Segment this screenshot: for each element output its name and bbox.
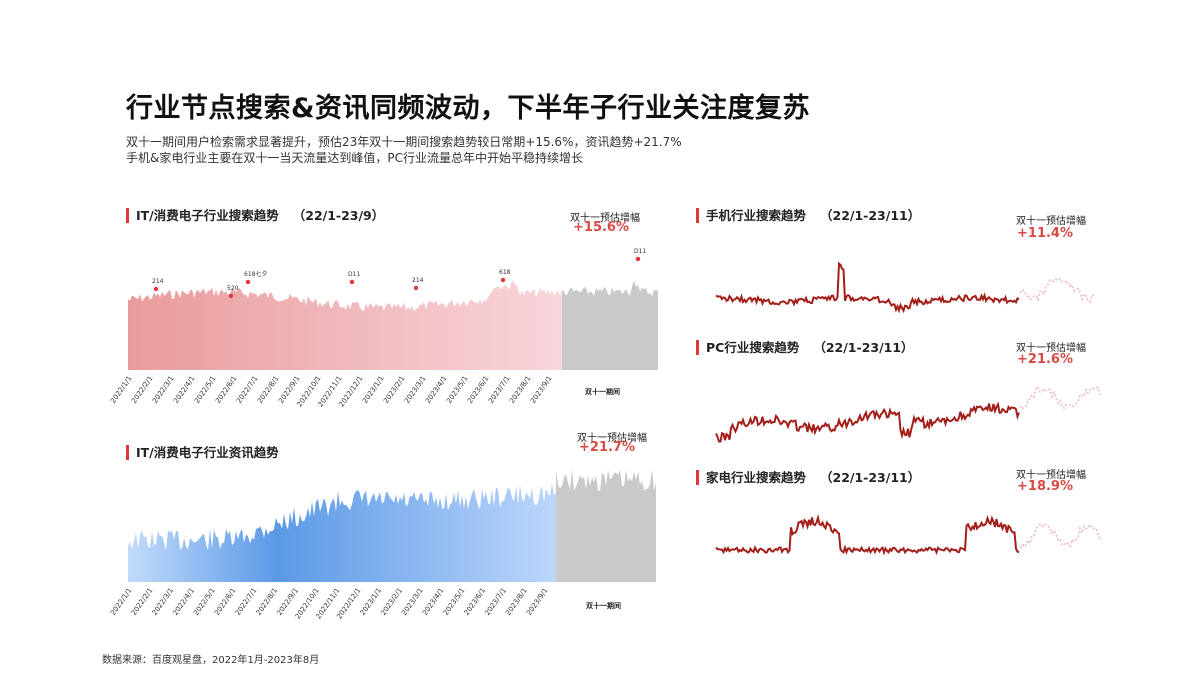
pc-growth-label: 双十一预估增幅 (1016, 343, 1086, 354)
it-search-date-range: （22/1-23/9） (292, 208, 385, 223)
it-news-growth-label: 双十一预估增幅 (577, 433, 647, 444)
it-search-forecast-area (562, 280, 658, 370)
annotation-marker (413, 285, 419, 291)
it-news-title-text: IT/消费电子行业资讯趋势 (136, 445, 279, 460)
page-title: 行业节点搜索&资讯同频波动，下半年子行业关注度复苏 (126, 93, 811, 124)
it-search-annotations: 214 520 618七夕 D11 214 618 D11 (152, 248, 646, 299)
phone-growth-label: 双十一预估增幅 (1016, 216, 1086, 227)
phone-search-title: 手机行业搜索趋势 （22/1-23/11） (696, 208, 920, 223)
annotation-marker (245, 279, 251, 285)
phone-growth-value: +11.4% (1017, 226, 1073, 241)
appliance-forecast-line (1019, 522, 1101, 549)
appliance-search-title-text: 家电行业搜索趋势 (706, 470, 807, 485)
it-search-growth-value: +15.6% (573, 220, 629, 235)
annotation-marker (349, 279, 355, 285)
it-news-period-label: 双十一期间 (586, 601, 621, 610)
annotation-label: 214 (152, 278, 164, 285)
it-news-forecast-area (556, 469, 656, 582)
phone-forecast-line (1019, 277, 1095, 303)
subtitle-line-1: 双十一期间用户检索需求显著提升，预估23年双十一期间搜索趋势较日常期+15.6%… (126, 135, 682, 149)
annotation-label: 520 (227, 285, 239, 292)
appliance-growth-value: +18.9% (1017, 479, 1073, 494)
phone-search-date-range: （22/1-23/11） (820, 208, 921, 223)
it-news-x-ticks: 2022/1/12022/2/12022/3/12022/4/12022/5/1… (109, 587, 550, 621)
it-search-x-ticks: 2022/1/12022/2/12022/3/12022/4/12022/5/1… (109, 375, 554, 409)
appliance-history-line (715, 513, 1020, 556)
appliance-search-title: 家电行业搜索趋势 （22/1-23/11） (696, 470, 920, 485)
appliance-search-date-range: （22/1-23/11） (820, 470, 921, 485)
pc-growth-value: +21.6% (1017, 352, 1073, 367)
it-search-history-area (128, 280, 562, 370)
annotation-label: 618七夕 (244, 270, 267, 278)
annotation-marker (153, 286, 159, 292)
it-news-growth-value: +21.7% (579, 440, 635, 455)
annotation-marker (500, 277, 506, 283)
data-source: 数据来源：百度观星盘，2022年1月-2023年8月 (102, 655, 320, 666)
subtitle-line-2: 手机&家电行业主要在双十一当天流量达到峰值，PC行业流量总年中开始平稳持续增长 (126, 151, 583, 165)
it-search-title: IT/消费电子行业搜索趋势 （22/1-23/9） (126, 208, 384, 223)
annotation-label: 618 (499, 269, 511, 276)
it-news-history-area (128, 483, 556, 582)
annotation-marker (228, 293, 234, 299)
pc-search-title: PC行业搜索趋势 （22/1-23/11） (696, 340, 914, 355)
pc-history-line (715, 401, 1020, 443)
it-search-title-text: IT/消费电子行业搜索趋势 (136, 208, 279, 223)
phone-history-line (715, 261, 1020, 314)
it-news-title: IT/消费电子行业资讯趋势 (126, 445, 279, 460)
appliance-growth-label: 双十一预估增幅 (1016, 470, 1086, 481)
pc-forecast-line (1019, 385, 1101, 411)
it-search-growth-label: 双十一预估增幅 (570, 213, 640, 224)
phone-search-title-text: 手机行业搜索趋势 (706, 208, 807, 223)
annotation-label: 214 (412, 277, 424, 284)
page-subtitle: 双十一期间用户检索需求显著提升，预估23年双十一期间搜索趋势较日常期+15.6%… (126, 134, 682, 166)
annotation-label: D11 (348, 271, 360, 278)
x-tick-label: 2023/9/1 (529, 375, 554, 405)
pc-search-title-text: PC行业搜索趋势 (706, 340, 800, 355)
it-search-period-label: 双十一期间 (585, 387, 620, 396)
annotation-label: D11 (634, 248, 646, 255)
pc-search-date-range: （22/1-23/11） (813, 340, 914, 355)
annotation-marker (635, 256, 641, 262)
